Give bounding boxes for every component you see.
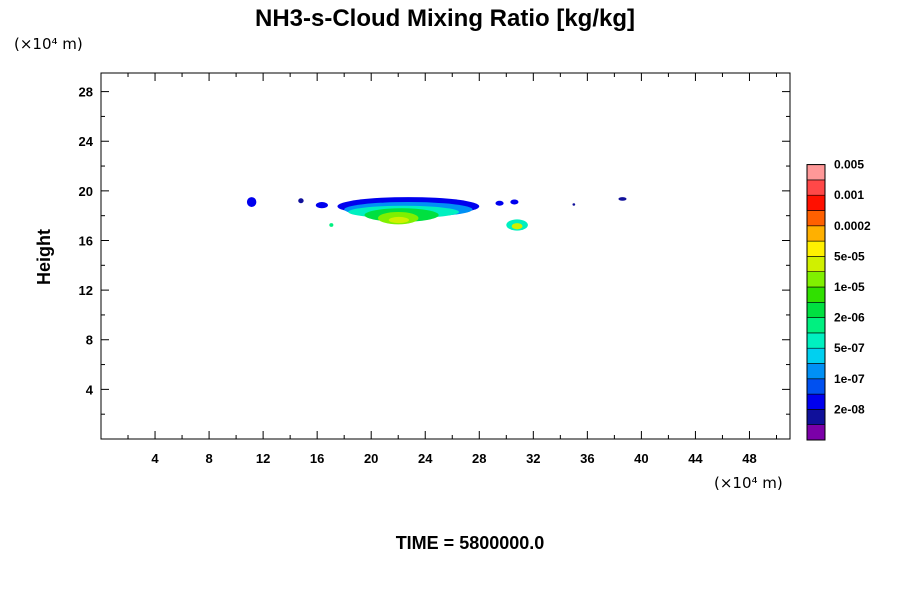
cloud-region-8	[388, 216, 410, 224]
cloud-region-0	[246, 197, 257, 207]
y-axis-label: Height	[34, 229, 54, 285]
colorbar-swatch	[806, 225, 826, 242]
colorbar-label: 5e-05	[834, 249, 865, 263]
colorbar-label: 0.005	[834, 158, 864, 172]
cloud-region-10	[510, 199, 519, 205]
cloud-region-1	[298, 198, 304, 204]
colorbar-label: 0.001	[834, 188, 864, 202]
colorbar-swatch	[806, 301, 826, 318]
x-tick-label: 8	[205, 451, 212, 466]
x-tick-label: 28	[472, 451, 486, 466]
x-tick-label: 24	[418, 451, 433, 466]
colorbar-swatch	[806, 164, 826, 181]
colorbar-swatch	[806, 179, 826, 196]
y-axis-ticks: 4 8 12 16 20 24 28	[79, 85, 790, 415]
x-tick-label: 16	[310, 451, 324, 466]
colorbar: 2e-08 1e-07 5e-07 2e-06 1e-05 5e-05 0.0002 0.00…	[806, 158, 871, 441]
plot-regions	[246, 197, 627, 231]
colorbar-label: 0.0002	[834, 219, 871, 233]
colorbar-swatch	[806, 286, 826, 303]
colorbar-swatch	[806, 378, 826, 395]
x-tick-label: 36	[580, 451, 594, 466]
cloud-region-9	[495, 200, 504, 206]
colorbar-label: 5e-07	[834, 341, 865, 355]
x-tick-label: 4	[151, 451, 159, 466]
cloud-region-2	[315, 202, 328, 209]
y-tick-label: 12	[79, 283, 93, 298]
x-tick-label: 32	[526, 451, 540, 466]
plot-frame	[100, 72, 791, 440]
colorbar-swatch	[806, 240, 826, 257]
x-tick-label: 48	[742, 451, 756, 466]
y-tick-label: 28	[79, 85, 93, 100]
x-axis-unit: (×10⁴ m)	[714, 474, 783, 492]
y-tick-label: 24	[79, 134, 94, 149]
colorbar-label: 2e-08	[834, 402, 865, 416]
y-tick-label: 4	[86, 382, 94, 397]
y-tick-label: 16	[79, 233, 93, 248]
colorbar-swatch	[806, 317, 826, 334]
colorbar-frame	[806, 164, 826, 441]
colorbar-swatch	[806, 409, 826, 425]
colorbar-swatch	[806, 347, 826, 364]
colorbar-swatch	[806, 256, 826, 272]
colorbar-swatch	[806, 210, 826, 227]
x-axis-ticks: 4 8 12 16 20 24 28 32 36 40 44 48	[127, 73, 777, 466]
colorbar-label: 1e-05	[834, 280, 865, 294]
y-tick-label: 8	[86, 333, 93, 348]
colorbar-swatch	[806, 363, 826, 380]
y-tick-label: 20	[79, 184, 93, 199]
time-label: TIME = 5800000.0	[396, 533, 545, 553]
cloud-region-14	[572, 203, 576, 206]
chart-title: NH3-s-Cloud Mixing Ratio [kg/kg]	[255, 5, 635, 32]
colorbar-swatch	[806, 194, 826, 211]
colorbar-swatch	[806, 332, 826, 349]
colorbar-swatch	[806, 271, 826, 288]
colorbar-swatch	[806, 424, 826, 441]
colorbar-label: 1e-07	[834, 372, 865, 386]
x-tick-label: 20	[364, 451, 378, 466]
cloud-region-13	[329, 223, 334, 227]
y-axis-unit: (×10⁴ m)	[14, 35, 83, 53]
x-tick-label: 40	[634, 451, 648, 466]
x-tick-label: 12	[256, 451, 270, 466]
cloud-region-12	[511, 223, 523, 230]
cloud-region-15	[618, 197, 627, 201]
colorbar-swatch	[806, 393, 826, 410]
colorbar-label: 2e-06	[834, 311, 865, 325]
x-tick-label: 44	[688, 451, 703, 466]
